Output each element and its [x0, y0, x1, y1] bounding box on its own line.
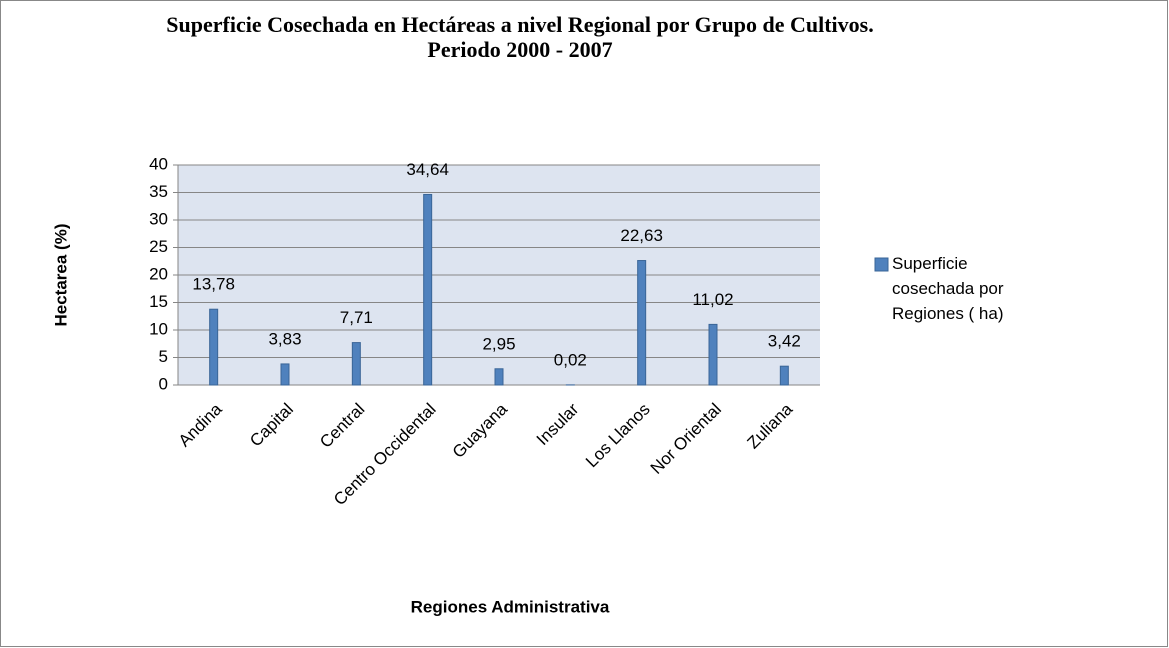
- bar: [779, 365, 789, 386]
- y-tick-label: 15: [149, 292, 168, 311]
- y-tick-label: 20: [149, 264, 168, 283]
- data-label: 34,64: [406, 160, 449, 179]
- x-axis-label: Regiones Administrativa: [411, 597, 610, 616]
- y-axis-label: Hectarea (%): [51, 224, 70, 327]
- bar: [708, 323, 718, 386]
- y-tick-label: 10: [149, 319, 168, 338]
- y-tick-label: 35: [149, 182, 168, 201]
- y-tick-label: 25: [149, 237, 168, 256]
- data-label: 3,42: [768, 332, 801, 351]
- title-box: Superficie Cosechada en Hectáreas a nive…: [166, 12, 874, 62]
- legend-swatch: [874, 257, 889, 272]
- data-label: 7,71: [340, 308, 373, 327]
- chart-subtitle: Periodo 2000 - 2007: [427, 37, 613, 62]
- data-label: 22,63: [620, 226, 663, 245]
- bar: [494, 368, 504, 386]
- bar: [423, 193, 433, 386]
- data-label: 3,83: [268, 329, 301, 348]
- y-tick-label: 5: [159, 347, 168, 366]
- chart-title: Superficie Cosechada en Hectáreas a nive…: [166, 12, 874, 37]
- data-label: 0,02: [554, 350, 587, 369]
- legend-label: Superficie cosechada por Regiones ( ha): [892, 254, 1004, 323]
- bar: [209, 308, 219, 386]
- bar: [280, 363, 290, 386]
- y-tick-label: 40: [149, 154, 168, 173]
- y-tick-label: 30: [149, 209, 168, 228]
- data-label: 2,95: [482, 334, 515, 353]
- y-tick-label: 0: [159, 374, 168, 393]
- data-label: 13,78: [192, 275, 235, 294]
- data-label: 11,02: [692, 290, 733, 309]
- bar: [351, 342, 361, 386]
- legend-box: Superficie cosechada por Regiones ( ha): [892, 254, 1004, 323]
- bar: [637, 260, 647, 386]
